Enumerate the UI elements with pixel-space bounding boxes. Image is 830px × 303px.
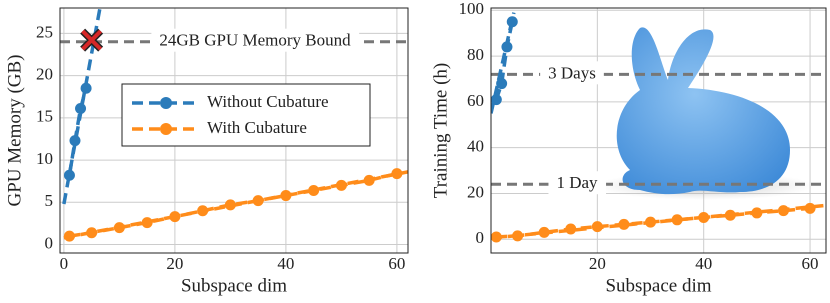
y-tick-label: 40 bbox=[467, 137, 484, 156]
bunny bbox=[616, 27, 790, 195]
x-tick-label: 60 bbox=[802, 254, 819, 273]
data-point bbox=[506, 16, 518, 28]
x-tick-label: 40 bbox=[695, 254, 712, 273]
reference-label-bg bbox=[151, 28, 360, 52]
data-point bbox=[308, 184, 320, 196]
x-tick-label: 0 bbox=[60, 254, 69, 273]
data-point bbox=[490, 231, 502, 243]
x-tick-label: 40 bbox=[277, 254, 294, 273]
data-point bbox=[751, 207, 763, 219]
data-point bbox=[618, 218, 630, 230]
reference-label: 24GB GPU Memory Bound bbox=[159, 31, 351, 50]
data-point bbox=[86, 227, 98, 239]
data-point bbox=[490, 94, 502, 106]
data-point bbox=[671, 214, 683, 226]
legend-label: Without Cubature bbox=[207, 92, 329, 111]
data-point bbox=[63, 169, 75, 181]
legend-marker bbox=[160, 123, 172, 135]
data-point bbox=[591, 221, 603, 233]
data-point bbox=[804, 202, 816, 214]
series-line bbox=[494, 21, 514, 101]
y-tick-label: 20 bbox=[467, 182, 484, 201]
data-point bbox=[69, 135, 81, 147]
marker-x bbox=[80, 28, 104, 52]
data-point bbox=[363, 174, 375, 186]
reference-label: 1 Day bbox=[556, 173, 598, 192]
data-point bbox=[113, 222, 125, 234]
y-tick-label: 25 bbox=[36, 22, 53, 41]
y-tick-label: 100 bbox=[459, 0, 485, 18]
data-point bbox=[80, 82, 92, 94]
series-line bbox=[67, 87, 88, 176]
data-point bbox=[501, 41, 513, 53]
data-point bbox=[698, 212, 710, 224]
plot-frame bbox=[59, 7, 409, 254]
data-point bbox=[169, 211, 181, 223]
data-point bbox=[777, 205, 789, 217]
legend-box bbox=[121, 83, 371, 147]
data-point bbox=[280, 190, 292, 202]
reference-label-bg bbox=[548, 171, 607, 195]
data-point bbox=[252, 195, 264, 207]
marker-core bbox=[81, 29, 103, 51]
data-point bbox=[224, 199, 236, 211]
y-tick-label: 5 bbox=[45, 191, 54, 210]
y-axis-label: Training Time (h) bbox=[430, 63, 451, 199]
data-point bbox=[512, 230, 524, 242]
x-axis-label: Subspace dim bbox=[605, 275, 711, 296]
x-axis-label: Subspace dim bbox=[181, 275, 287, 296]
x-tick-label: 20 bbox=[166, 254, 183, 273]
y-tick-label: 20 bbox=[36, 64, 53, 83]
y-tick-label: 0 bbox=[45, 233, 54, 252]
y-tick-label: 60 bbox=[467, 91, 484, 110]
data-point bbox=[335, 179, 347, 191]
data-point bbox=[75, 103, 87, 115]
x-tick-label: 60 bbox=[388, 254, 405, 273]
y-axis-label: GPU Memory (GB) bbox=[4, 55, 25, 207]
legend-marker bbox=[160, 97, 172, 109]
data-point bbox=[496, 78, 508, 90]
data-point bbox=[197, 205, 209, 217]
data-point bbox=[724, 209, 736, 221]
data-point bbox=[565, 223, 577, 235]
x-tick-label: 20 bbox=[589, 254, 606, 273]
data-point bbox=[538, 226, 550, 238]
y-tick-label: 10 bbox=[36, 149, 53, 168]
data-point bbox=[63, 230, 75, 242]
data-point bbox=[141, 217, 153, 229]
data-point bbox=[645, 216, 657, 228]
data-point bbox=[391, 168, 403, 180]
plot-frame bbox=[490, 7, 827, 254]
reference-label-bg bbox=[540, 61, 604, 85]
reference-label: 3 Days bbox=[548, 63, 596, 82]
legend-label: With Cubature bbox=[207, 118, 307, 137]
y-tick-label: 15 bbox=[36, 107, 53, 126]
y-tick-label: 0 bbox=[476, 228, 485, 247]
y-tick-label: 80 bbox=[467, 45, 484, 64]
bunny-illustration bbox=[595, 27, 815, 200]
